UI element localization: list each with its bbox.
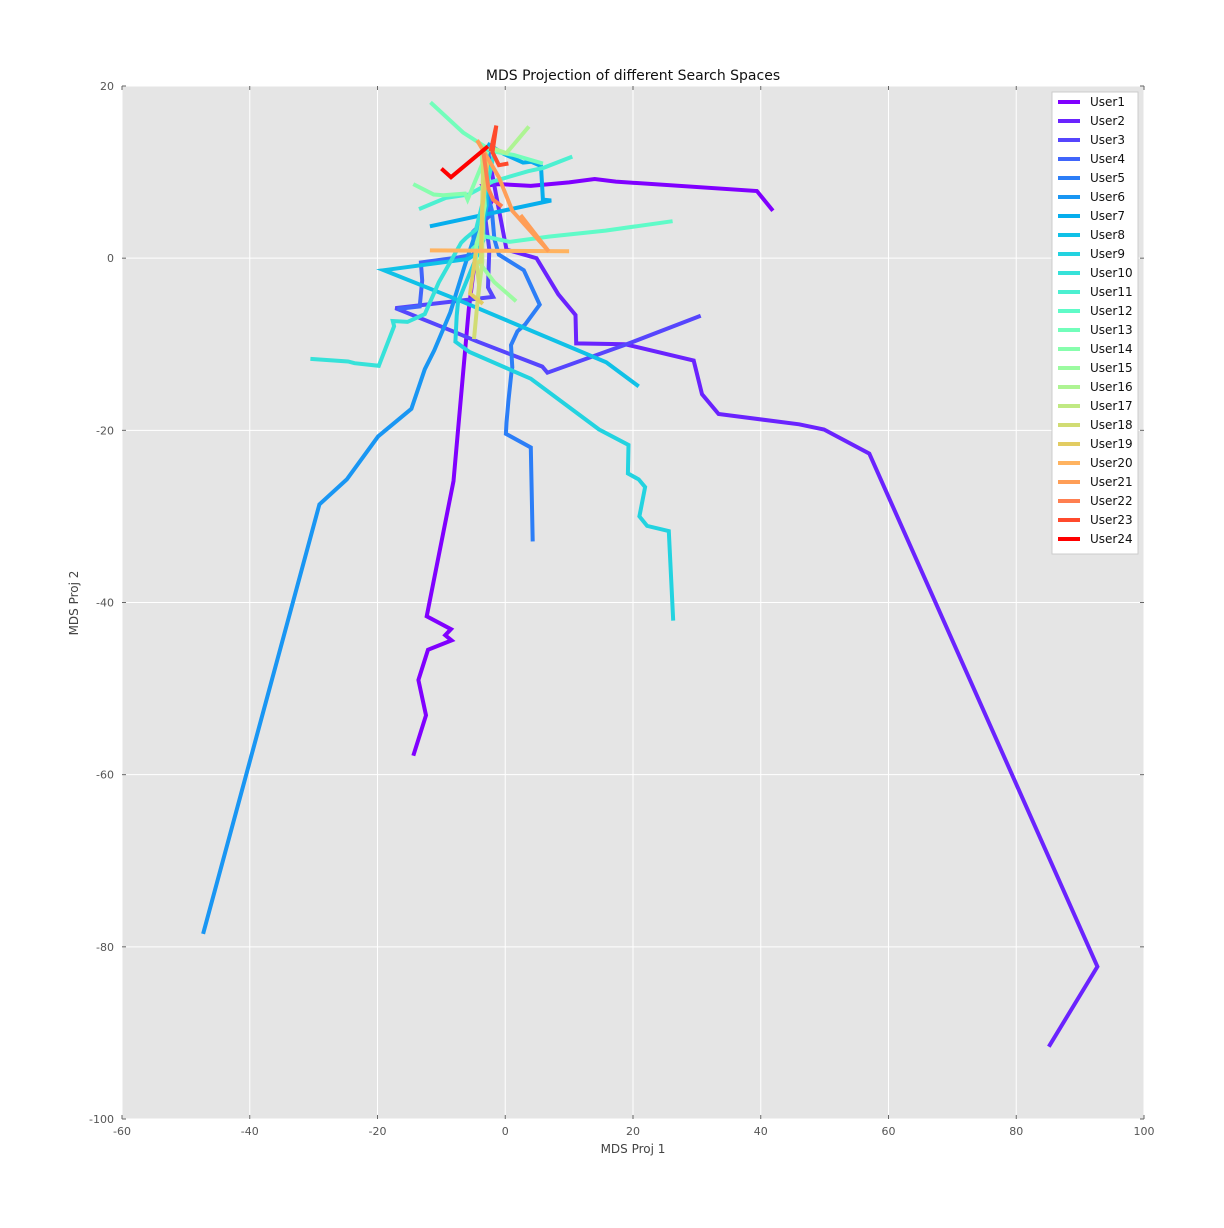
legend-entry: User1	[1090, 95, 1125, 109]
chart-title: MDS Projection of different Search Space…	[486, 68, 780, 84]
y-tick-label: -100	[89, 1113, 114, 1126]
x-tick-label: -60	[113, 1125, 131, 1138]
series-line-user24	[440, 144, 490, 180]
series-line-user14	[412, 150, 490, 205]
legend-entry: User11	[1090, 285, 1133, 299]
x-tick-label: 20	[626, 1125, 640, 1138]
legend-entry: User19	[1090, 437, 1133, 451]
legend-entry: User21	[1090, 475, 1133, 489]
legend-entry: User24	[1090, 532, 1133, 546]
legend-entry: User16	[1090, 380, 1133, 394]
series-line-user2	[484, 145, 1100, 1048]
series-line-user16	[491, 125, 531, 156]
legend-entry: User3	[1090, 133, 1125, 147]
y-tick-label: 0	[107, 252, 114, 265]
series-layer	[201, 100, 1100, 1048]
legend-entry: User13	[1090, 323, 1133, 337]
legend-entry: User6	[1090, 190, 1125, 204]
legend-entry: User17	[1090, 399, 1133, 413]
x-tick-label: 80	[1009, 1125, 1023, 1138]
legend-entry: User4	[1090, 152, 1125, 166]
y-axis-label: MDS Proj 2	[67, 571, 81, 636]
series-line-user9	[453, 147, 676, 621]
series-line-user5	[483, 144, 543, 542]
y-tick-label: 20	[100, 80, 114, 93]
legend-entry: User12	[1090, 304, 1133, 318]
series-line-user23	[488, 125, 509, 168]
legend-entry: User22	[1090, 494, 1133, 508]
legend-entry: User2	[1090, 114, 1125, 128]
x-axis-label: MDS Proj 1	[601, 1142, 666, 1156]
series-line-user10	[310, 147, 497, 368]
legend-entry: User18	[1090, 418, 1133, 432]
y-tick-label: -40	[96, 597, 114, 610]
legend-entry: User10	[1090, 266, 1133, 280]
x-tick-label: 0	[502, 1125, 509, 1138]
tick-layer: -60 -40 -20 0 20 40 60 80 100 20 0 -20 -40 -60 -80 -100	[89, 80, 1154, 1138]
x-tick-label: 60	[882, 1125, 896, 1138]
legend-box	[1051, 91, 1139, 555]
series-line-user21	[475, 139, 551, 253]
y-tick-label: -80	[96, 941, 114, 954]
x-tick-label: 40	[754, 1125, 768, 1138]
x-tick-label: 100	[1134, 1125, 1155, 1138]
legend-entry: User14	[1090, 342, 1133, 356]
legend-entry: User5	[1090, 171, 1125, 185]
series-line-user15	[473, 153, 518, 303]
x-tick-label: -20	[369, 1125, 387, 1138]
x-tick-label: -40	[241, 1125, 259, 1138]
y-tick-label: -20	[96, 424, 114, 437]
legend-entry: User9	[1090, 247, 1125, 261]
legend-entry: User23	[1090, 513, 1133, 527]
legend-entry: User7	[1090, 209, 1125, 223]
legend-entry: User20	[1090, 456, 1133, 470]
series-line-user3	[394, 148, 702, 376]
legend: User1 User2 User3 User4 User5 User6 User7 User8…	[1051, 91, 1139, 555]
series-line-user22	[481, 152, 504, 209]
y-tick-label: -60	[96, 769, 114, 782]
series-line-user11	[418, 154, 574, 211]
legend-entry: User15	[1090, 361, 1133, 375]
legend-entry: User8	[1090, 228, 1125, 242]
